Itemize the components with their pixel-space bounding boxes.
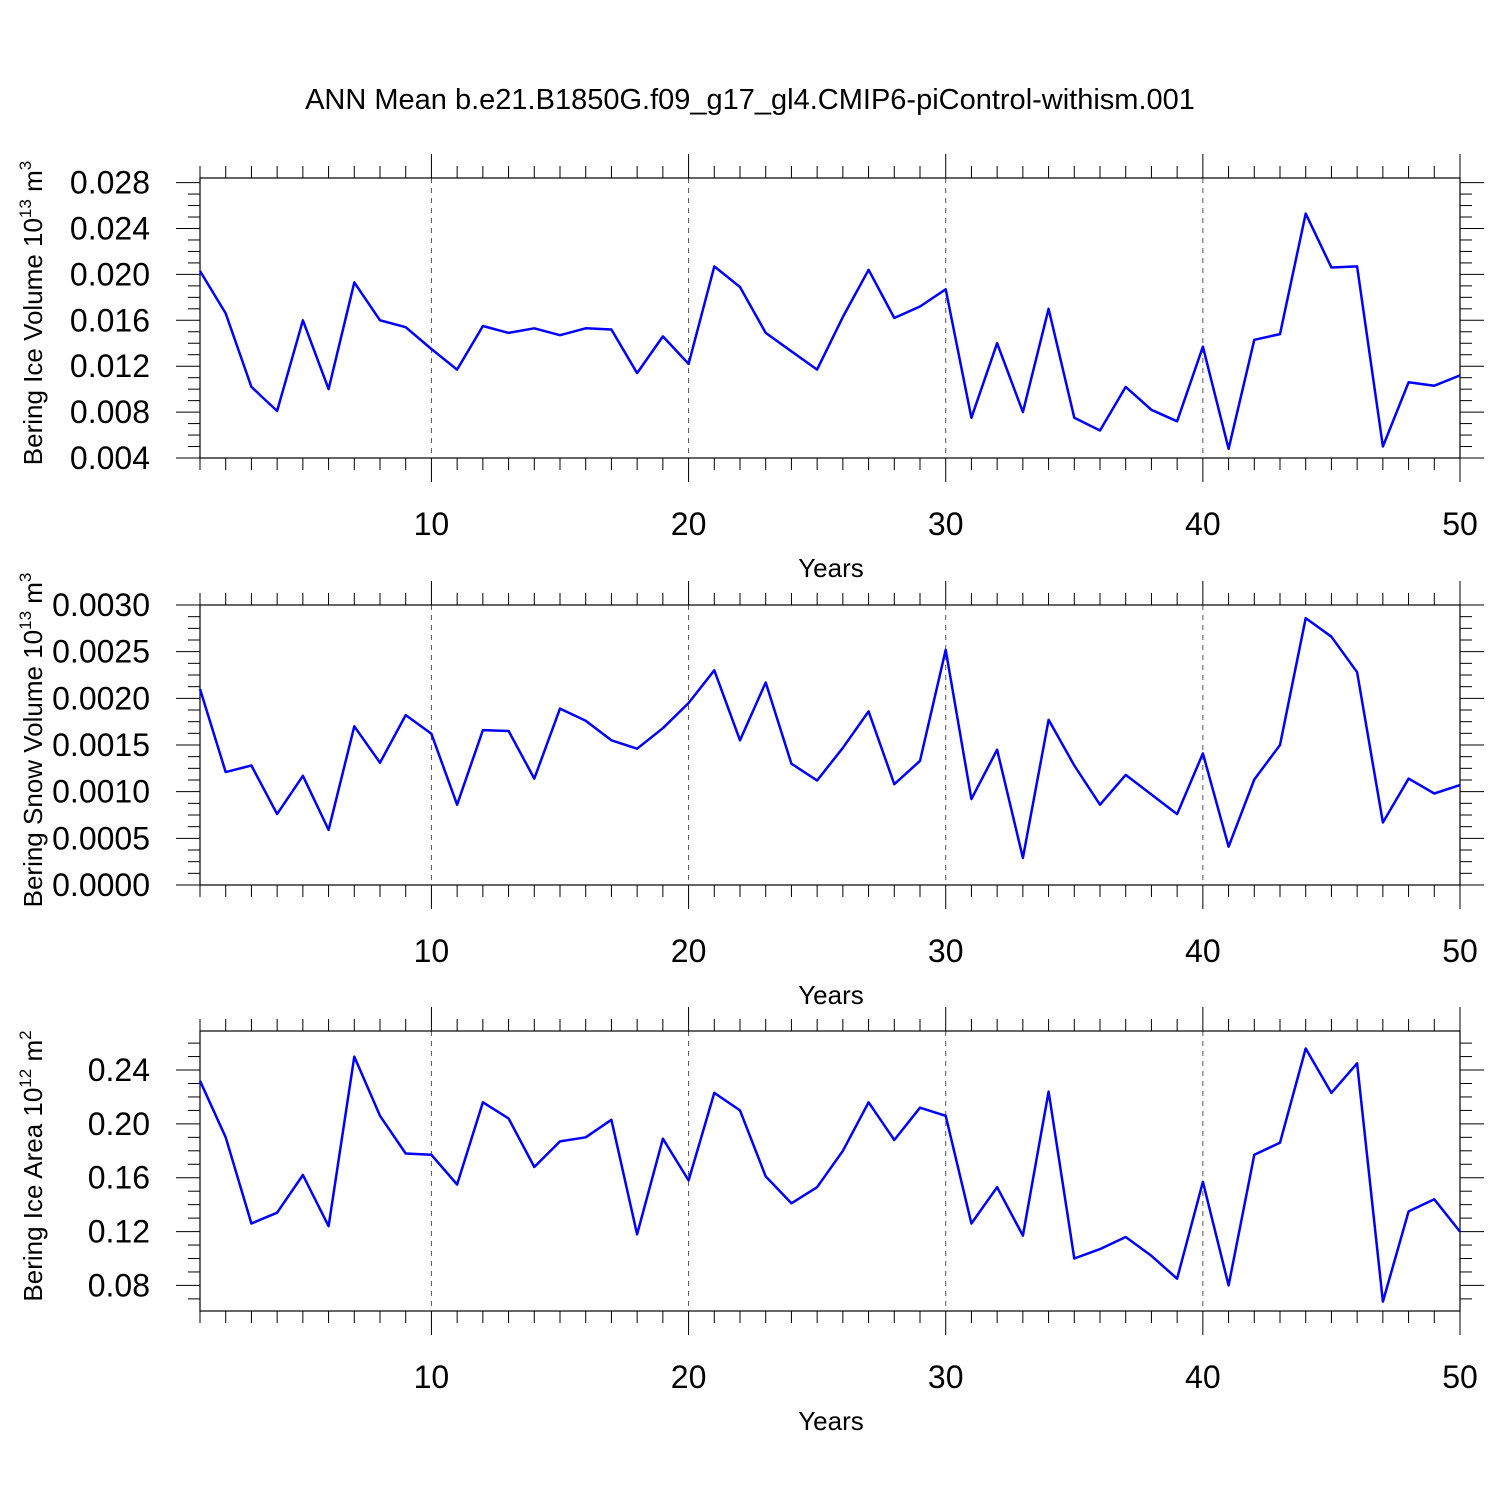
y-tick-label: 0.0010 [52, 774, 150, 810]
y-tick-label: 0.012 [70, 348, 150, 384]
x-tick-label: 50 [1442, 933, 1478, 969]
plot-frame [199, 604, 1461, 886]
x-tick-label: 10 [414, 933, 450, 969]
chart-panel-3: 0.08 0.12 0.16 0.20 0.24 10 20 30 40 50 Years Berin… [16, 1007, 1484, 1436]
x-tick-label: 30 [928, 933, 964, 969]
x-tick-label: 50 [1442, 506, 1478, 542]
x-tick-label: 10 [414, 506, 450, 542]
series-line [198, 212, 1461, 451]
series-line [198, 1047, 1461, 1303]
y-tick-label: 0.0025 [52, 634, 150, 670]
y-tick-label: 0.16 [88, 1160, 150, 1196]
y-tick-label: 0.024 [70, 210, 150, 246]
y-tick-label: 0.008 [70, 394, 150, 430]
x-tick-label: 40 [1185, 933, 1221, 969]
y-tick-label: 0.08 [88, 1267, 150, 1303]
plot-frame [199, 177, 1461, 459]
chart-panel-1: 0.004 0.008 0.012 0.016 0.020 0.024 0.028 10 20 3… [16, 154, 1484, 583]
y-tick-label: 0.016 [70, 302, 150, 338]
y-axis-label: Bering Snow Volume 1013 m3 [16, 573, 48, 908]
y-axis-label: Bering Ice Area 1012 m2 [16, 1030, 48, 1301]
x-tick-label: 10 [414, 1359, 450, 1395]
x-tick-label: 40 [1185, 506, 1221, 542]
y-tick-label: 0.20 [88, 1106, 150, 1142]
chart-panel-2: 0.0000 0.0005 0.0010 0.0015 0.0020 0.0025 0.00… [16, 573, 1484, 1010]
x-axis-label: Years [798, 1406, 864, 1436]
x-axis-label: Years [798, 980, 864, 1010]
y-tick-label: 0.0015 [52, 727, 150, 763]
y-tick-label: 0.020 [70, 256, 150, 292]
y-tick-label: 0.0030 [52, 587, 150, 623]
page-title: ANN Mean b.e21.B1850G.f09_g17_gl4.CMIP6-… [305, 84, 1195, 116]
y-tick-label: 0.0005 [52, 820, 150, 856]
y-axis-label: Bering Ice Volume 1013 m3 [16, 161, 48, 465]
y-tick-label: 0.24 [88, 1052, 150, 1088]
x-tick-label: 40 [1185, 1359, 1221, 1395]
x-tick-label: 30 [928, 1359, 964, 1395]
series-line [198, 616, 1461, 860]
y-tick-label: 0.028 [70, 165, 150, 201]
x-tick-label: 20 [671, 506, 707, 542]
x-tick-label: 30 [928, 506, 964, 542]
y-tick-label: 0.0020 [52, 680, 150, 716]
x-tick-label: 20 [671, 933, 707, 969]
x-tick-label: 50 [1442, 1359, 1478, 1395]
x-axis-label: Years [798, 553, 864, 583]
x-tick-label: 20 [671, 1359, 707, 1395]
y-tick-label: 0.12 [88, 1214, 150, 1250]
y-tick-label: 0.0000 [52, 867, 150, 903]
plot-frame [199, 1030, 1461, 1312]
y-tick-label: 0.004 [70, 440, 150, 476]
